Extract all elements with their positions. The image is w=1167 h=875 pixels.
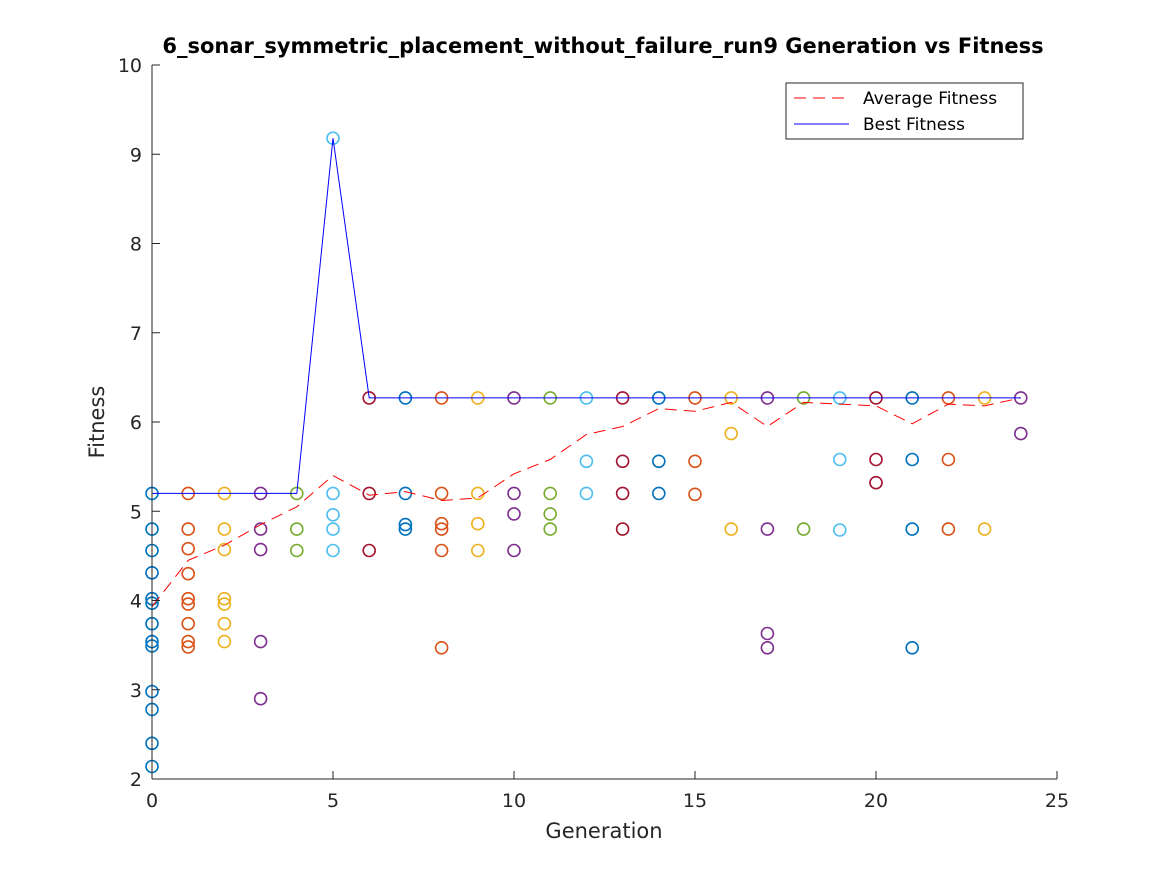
population-marker (615, 486, 630, 501)
population-marker (181, 566, 195, 581)
population-marker (615, 454, 630, 469)
population-marker (1013, 426, 1028, 441)
population-marker (507, 486, 521, 501)
y-tick-label: 6 (130, 412, 142, 434)
population-marker (326, 522, 340, 536)
population-marker (470, 543, 485, 558)
population-marker (543, 522, 558, 536)
population-marker (832, 523, 847, 537)
population-marker (543, 507, 558, 521)
population-marker (869, 452, 883, 467)
y-tick-label: 5 (130, 501, 142, 523)
population-marker (326, 543, 340, 558)
population-marker (688, 487, 702, 502)
population-marker (434, 522, 449, 536)
y-tick-label: 10 (118, 55, 142, 77)
population-marker (326, 486, 340, 501)
population-marker (181, 591, 195, 606)
population-marker (905, 452, 920, 467)
population-marker (217, 591, 232, 606)
population-marker (181, 634, 195, 649)
x-tick-label: 10 (502, 790, 526, 812)
legend-box (785, 82, 1024, 140)
population-marker (977, 522, 992, 536)
y-tick-label: 4 (130, 591, 142, 613)
x-ticks: 0 5 10 15 20 25 (146, 771, 1069, 812)
population-marker (217, 616, 232, 631)
population-marker (181, 616, 195, 631)
population-marker (398, 517, 413, 532)
legend-label-average: Average Fitness (863, 89, 997, 109)
x-tick-label: 20 (864, 790, 888, 812)
population-marker (470, 516, 485, 531)
population-marker (760, 522, 775, 536)
population-marker (760, 640, 775, 655)
population-marker (217, 597, 232, 611)
population-marker (905, 522, 920, 536)
population-marker (253, 522, 268, 536)
y-tick-label: 2 (130, 769, 142, 791)
population-marker (615, 522, 630, 536)
population-marker (941, 522, 956, 536)
population-marker (181, 541, 195, 556)
population-marker (579, 486, 594, 501)
population-marker (507, 507, 521, 521)
population-marker (941, 452, 956, 467)
population-marker (434, 516, 449, 531)
average-fitness-line (151, 397, 1021, 608)
population-marker (832, 452, 847, 467)
x-tick-label: 25 (1045, 790, 1069, 812)
population-marker (724, 522, 739, 536)
population-marker (217, 542, 232, 557)
y-tick-label: 7 (130, 323, 142, 345)
population-marker (253, 634, 268, 649)
population-marker (398, 522, 413, 536)
population-marker (217, 634, 232, 649)
population-marker (253, 691, 268, 706)
population-marker (362, 486, 377, 501)
x-tick-label: 15 (683, 790, 707, 812)
population-marker (507, 543, 521, 558)
population-marker (688, 454, 702, 469)
population-marker (181, 597, 195, 611)
population-marker (289, 543, 304, 558)
population-marker (181, 522, 195, 536)
population-marker (796, 522, 811, 536)
population-marker (326, 131, 340, 145)
population-marker (905, 640, 920, 655)
y-tick-label: 9 (130, 144, 142, 166)
population-marker (434, 640, 449, 655)
population-marker (217, 522, 232, 536)
x-tick-label: 0 (146, 790, 158, 812)
y-axis-label: Fitness (85, 386, 109, 459)
population-marker (253, 542, 268, 557)
series-lines (151, 138, 1021, 608)
x-axis-label: Generation (545, 819, 662, 843)
best-fitness-line (152, 138, 1021, 494)
population-marker (362, 543, 377, 558)
y-ticks: 2 3 4 5 6 7 8 9 10 (118, 55, 160, 791)
population-marker (724, 426, 739, 441)
legend: Average Fitness Best Fitness (785, 82, 1024, 140)
chart-title: 6_sonar_symmetric_placement_without_fail… (162, 34, 1043, 58)
population-marker (434, 543, 449, 558)
legend-label-best: Best Fitness (863, 115, 965, 135)
x-tick-label: 5 (327, 790, 339, 812)
y-tick-label: 8 (130, 234, 142, 256)
plot-area (152, 65, 1057, 779)
population-marker (543, 486, 558, 501)
population-marker (181, 640, 195, 654)
population-marker (869, 475, 883, 490)
y-tick-label: 3 (130, 680, 142, 702)
population-marker (434, 486, 449, 501)
population-marker (326, 507, 340, 522)
population-marker (289, 522, 304, 536)
population-marker (579, 454, 594, 469)
population-marker (651, 486, 666, 501)
population-marker (760, 626, 775, 641)
population-marker (651, 454, 666, 469)
